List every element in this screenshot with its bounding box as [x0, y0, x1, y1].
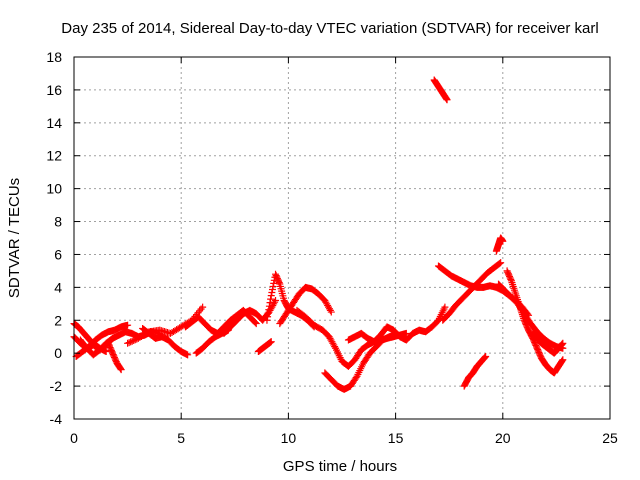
series-track-k — [254, 338, 275, 356]
data-point — [402, 329, 410, 337]
y-tick-label: 10 — [46, 181, 62, 197]
data-point — [507, 275, 515, 283]
data-point — [559, 339, 567, 347]
data-point — [480, 354, 488, 362]
data-point — [270, 279, 278, 287]
x-tick-label: 20 — [495, 430, 511, 446]
data-point — [267, 292, 275, 300]
data-point — [124, 339, 132, 347]
data-point — [184, 351, 192, 359]
y-tick-label: 12 — [46, 148, 62, 164]
data-point — [264, 313, 272, 321]
data-point — [130, 336, 138, 344]
y-tick-label: 14 — [46, 115, 62, 131]
plot-frame — [73, 56, 611, 420]
data-point — [558, 357, 566, 365]
data-point — [127, 338, 135, 346]
x-tick-label: 25 — [602, 430, 618, 446]
data-point — [268, 289, 276, 297]
series-track-e — [104, 339, 125, 374]
series-track-u — [492, 234, 507, 255]
y-tick-label: 16 — [46, 82, 62, 98]
x-tick-label: 15 — [388, 430, 404, 446]
data-point — [441, 303, 449, 311]
data-point — [558, 340, 566, 348]
data-point — [109, 334, 117, 342]
series-track-j — [220, 297, 280, 337]
data-point — [267, 338, 275, 346]
data-point — [559, 356, 567, 364]
y-tick-label: 2 — [54, 312, 62, 328]
data-point — [266, 299, 274, 307]
y-tick-label: 0 — [54, 345, 62, 361]
data-point — [133, 335, 141, 343]
data-point — [327, 308, 335, 316]
data-point — [269, 282, 277, 290]
series-track-q — [430, 76, 451, 104]
data-point — [499, 237, 507, 245]
data-point — [252, 320, 260, 328]
x-axis-title: GPS time / hours — [283, 458, 397, 475]
y-axis-title: SDTVAR / TECUs — [6, 178, 23, 298]
y-tick-label: 18 — [46, 49, 62, 65]
data-point — [264, 309, 272, 317]
data-point — [268, 285, 276, 293]
data-point — [117, 366, 125, 374]
series-track-o — [321, 331, 400, 393]
series-track-s — [439, 259, 505, 324]
y-tick-label: 8 — [54, 214, 62, 230]
data-point — [443, 96, 451, 104]
y-tick-label: -4 — [50, 411, 63, 427]
y-tick-label: 6 — [54, 246, 62, 262]
grid-lines — [74, 57, 610, 419]
data-point — [275, 279, 283, 287]
data-point — [263, 316, 271, 324]
data-point — [124, 321, 132, 329]
y-tick-label: 4 — [54, 279, 62, 295]
series-track-d — [76, 334, 117, 359]
chart-title: Day 235 of 2014, Sidereal Day-to-day VTE… — [61, 20, 598, 37]
data-point — [199, 303, 207, 311]
data-point — [131, 336, 139, 344]
data-point — [125, 339, 133, 347]
x-tick-label: 0 — [70, 430, 78, 446]
data-point — [265, 302, 273, 310]
data-point — [267, 295, 275, 303]
x-tick-label: 10 — [281, 430, 297, 446]
series-track-g — [139, 325, 192, 359]
data-point — [265, 306, 273, 314]
data-point — [128, 337, 136, 345]
data-point — [117, 365, 125, 373]
data-point — [331, 343, 339, 351]
data-point — [272, 297, 280, 305]
series-track-x — [529, 329, 567, 357]
data-point — [108, 335, 116, 343]
x-tick-label: 5 — [177, 430, 185, 446]
data-points — [70, 76, 567, 393]
series-track-w — [503, 267, 567, 377]
data-point — [481, 353, 489, 361]
axis-ticks: 0 5 10 15 20 25 -4 -2 0 2 4 6 8 10 12 14 16 18 — [46, 49, 618, 446]
y-tick-label: -2 — [50, 378, 63, 394]
data-point — [251, 319, 259, 327]
data-point — [558, 341, 566, 349]
data-point — [496, 259, 504, 267]
series-track-t — [460, 352, 490, 390]
data-point — [482, 352, 490, 360]
data-point — [497, 259, 505, 267]
series-track-p — [344, 303, 449, 346]
series-track-m — [276, 283, 335, 328]
data-point — [326, 306, 334, 314]
